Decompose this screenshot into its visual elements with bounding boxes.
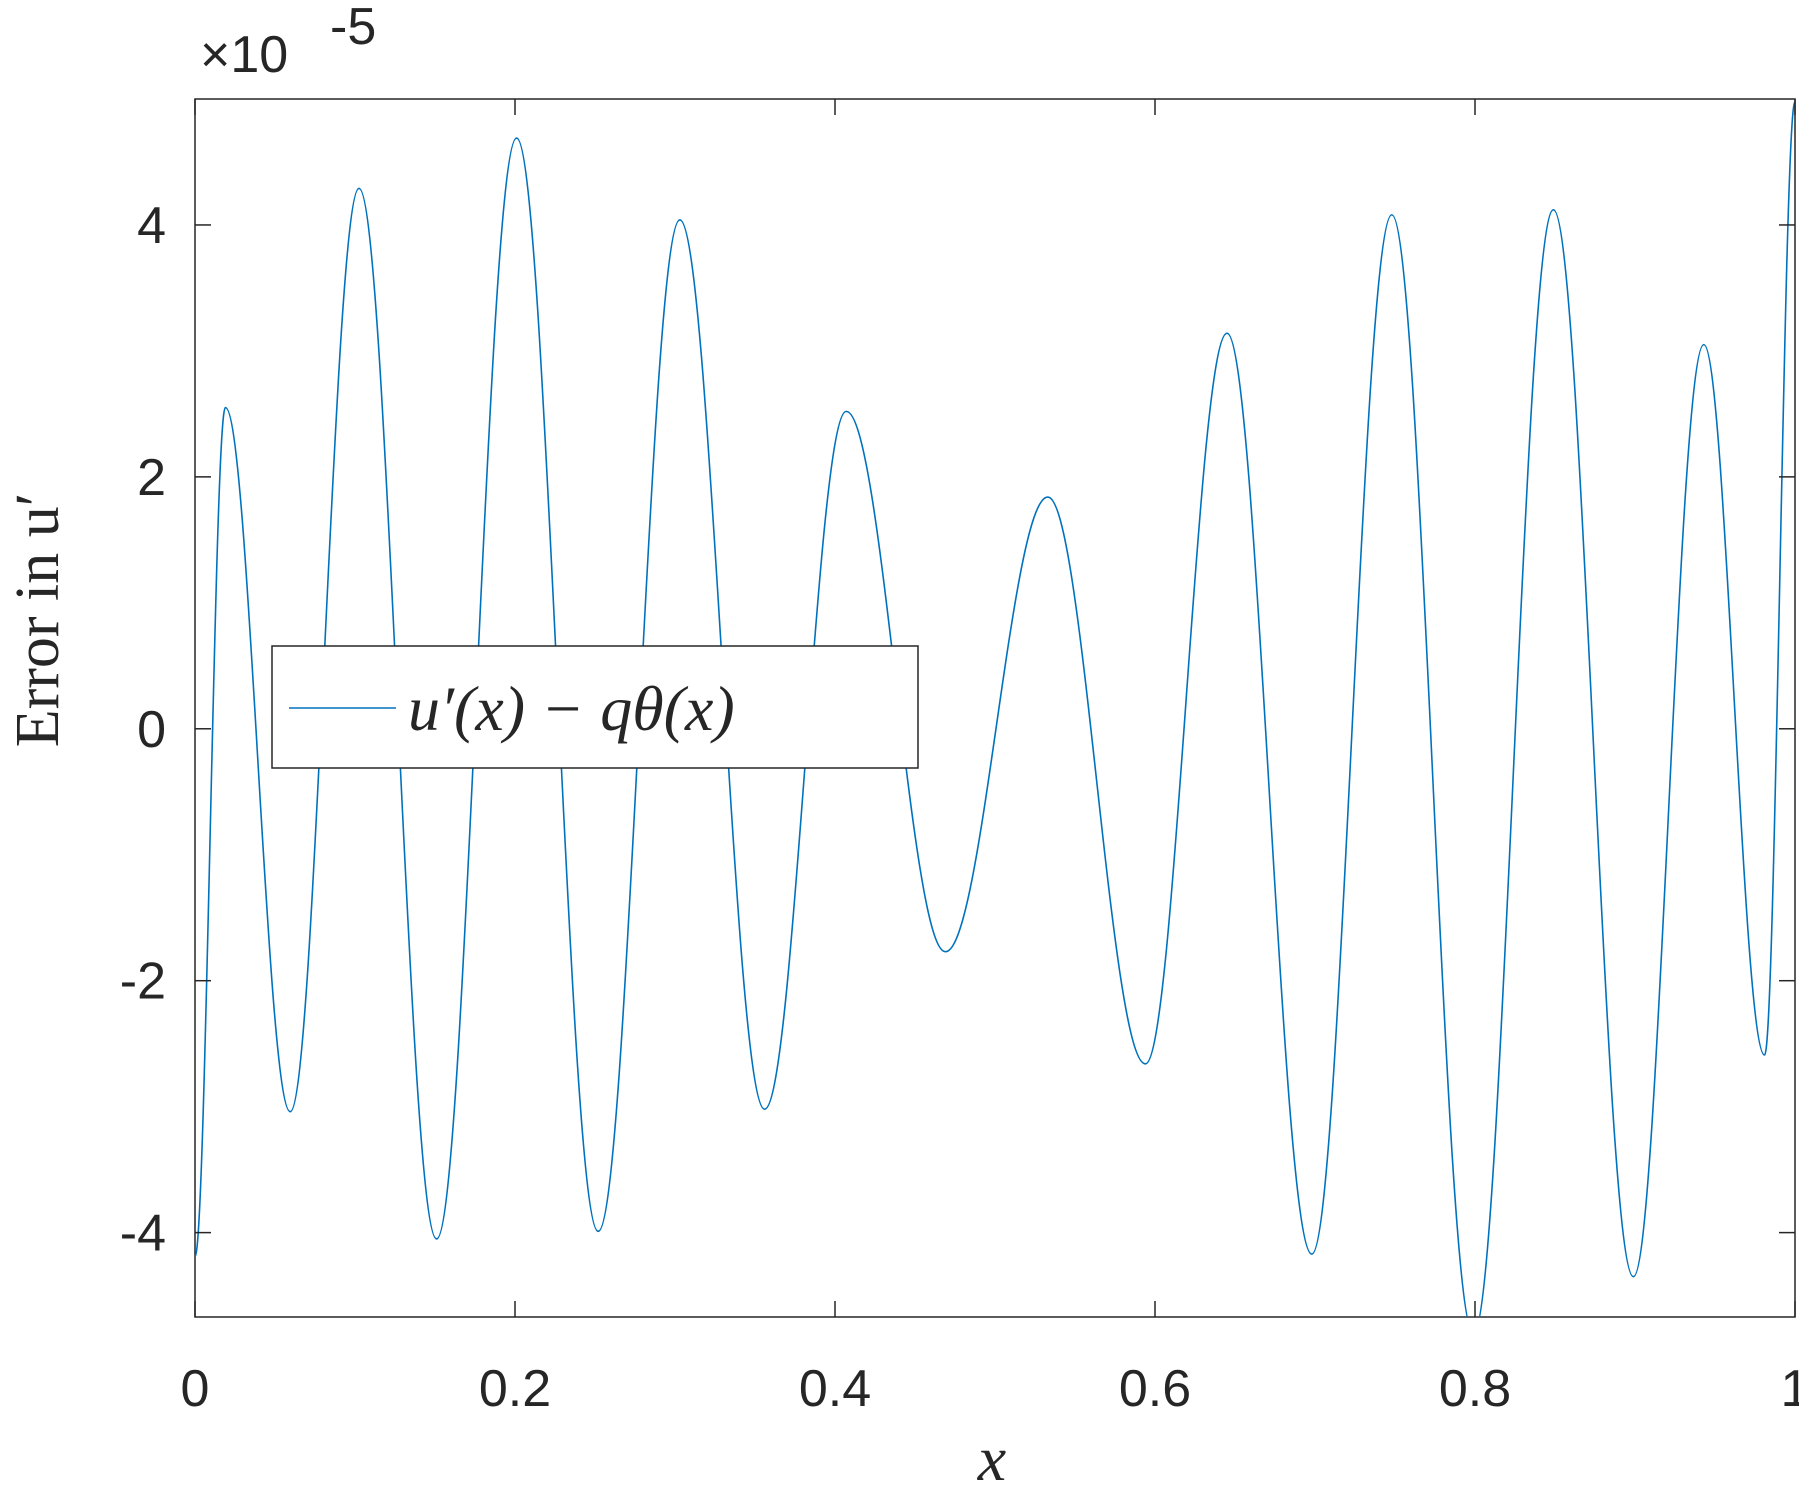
data-line <box>195 100 1795 1317</box>
x-tick-label: 0.2 <box>479 1360 551 1418</box>
y-tick-label: -4 <box>120 1205 166 1263</box>
plot-content <box>195 100 1795 1317</box>
x-tick-label: 0.6 <box>1119 1360 1191 1418</box>
y-tick-label: 4 <box>137 197 166 255</box>
legend: u′(x) − qθ(x) <box>271 645 919 769</box>
y-multiplier: ×10 <box>200 26 288 84</box>
legend-label: u′(x) − qθ(x) <box>408 673 735 744</box>
x-tick-label: 0.8 <box>1439 1360 1511 1418</box>
y-tick-label: 2 <box>137 449 166 507</box>
y-axis-label: Error in u′ <box>4 493 72 748</box>
x-tick-label: 0.4 <box>799 1360 871 1418</box>
y-exponent: -5 <box>330 0 376 56</box>
y-tick-label: 0 <box>137 701 166 759</box>
x-tick-label: 0 <box>181 1360 210 1418</box>
x-tick-label: 1 <box>1781 1360 1799 1418</box>
y-tick-label: -2 <box>120 953 166 1011</box>
legend-box <box>271 645 919 769</box>
x-axis-label: x <box>977 1423 1006 1494</box>
